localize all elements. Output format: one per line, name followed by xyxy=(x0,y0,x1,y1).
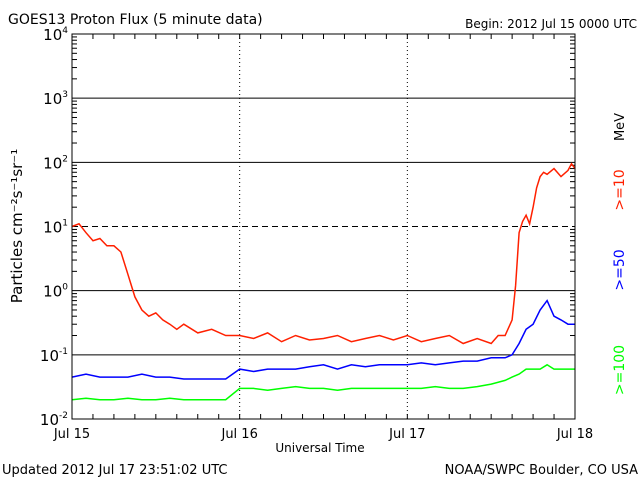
y-tick-label: 10-2 xyxy=(40,411,68,429)
y-tick-label: 104 xyxy=(43,26,68,44)
legend: >=10 >=50 >=100 xyxy=(612,169,628,395)
series-line xyxy=(71,299,575,380)
y-tick-labels: 104 103 102 101 100 10-1 10-2 xyxy=(40,26,68,429)
source-label: NOAA/SWPC Boulder, CO USA xyxy=(445,463,638,478)
y-tick-label: 103 xyxy=(43,90,68,108)
x-tick-label: Jul 16 xyxy=(220,427,257,442)
x-tick-label: Jul 18 xyxy=(556,427,593,442)
updated-label: Updated 2012 Jul 17 23:51:02 UTC xyxy=(2,463,227,478)
x-tick-label: Jul 17 xyxy=(388,427,425,442)
series-line xyxy=(71,363,575,401)
legend-entry: >=50 xyxy=(612,249,628,290)
y-tick-label: 10-1 xyxy=(40,347,68,365)
y-tick-label: 101 xyxy=(43,219,68,237)
series-lines xyxy=(71,162,576,401)
plot-frame xyxy=(71,33,576,420)
x-tick-labels: Jul 15 Jul 16 Jul 17 Jul 18 xyxy=(53,427,593,442)
x-axis-label: Universal Time xyxy=(275,441,364,455)
chart-title: GOES13 Proton Flux (5 minute data) xyxy=(8,12,263,28)
y-tick-label: 100 xyxy=(43,283,68,301)
y-tick-label: 102 xyxy=(43,154,68,172)
y-axis-label: Particles cm⁻²s⁻¹sr⁻¹ xyxy=(8,149,26,303)
x-tick-label: Jul 15 xyxy=(53,427,90,442)
begin-label: Begin: 2012 Jul 15 0000 UTC xyxy=(465,17,637,31)
legend-entry: >=10 xyxy=(612,169,628,210)
series-line xyxy=(71,162,576,345)
grid xyxy=(71,34,576,419)
unit-label: MeV xyxy=(613,113,628,141)
legend-entry: >=100 xyxy=(612,345,628,395)
